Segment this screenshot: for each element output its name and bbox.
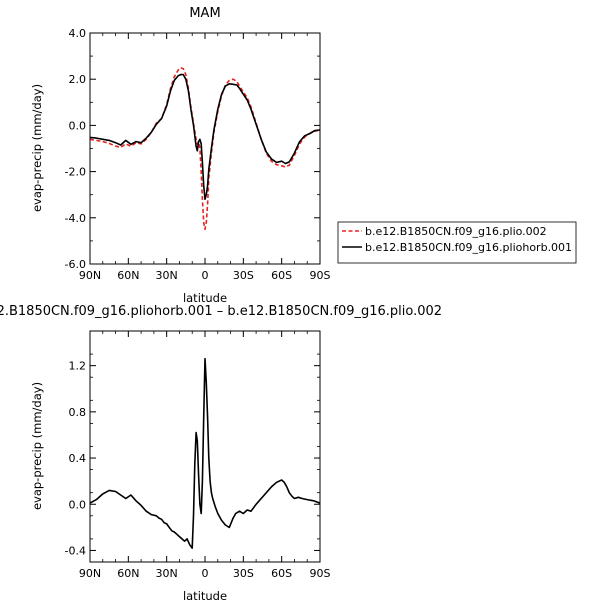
bottom-series-line-0 xyxy=(89,357,321,549)
bottom-ytick-label: -0.4 xyxy=(65,544,86,557)
top-series-line-0 xyxy=(89,66,321,231)
bottom-ytick-label: 0.8 xyxy=(69,406,87,419)
legend-label-plio: b.e12.B1850CN.f09_g16.plio.002 xyxy=(365,225,547,238)
top-xtick-label: 60N xyxy=(117,269,139,282)
bottom-xtick-label: 90N xyxy=(79,567,101,580)
top-series-line-1 xyxy=(89,73,321,201)
top-ytick-label: 2.0 xyxy=(69,73,87,86)
top-ytick-label: -2.0 xyxy=(65,166,86,179)
top-ytick-label: -6.0 xyxy=(65,258,86,271)
top-y-axis-label: evap-precip (mm/day) xyxy=(30,84,44,212)
bottom-xtick-label: 60S xyxy=(271,567,292,580)
top-ytick-label: 0.0 xyxy=(69,119,87,132)
top-xtick-label: 90S xyxy=(310,269,331,282)
legend-label-pliohorb: b.e12.B1850CN.f09_g16.pliohorb.001 xyxy=(365,241,572,254)
top-xtick-label: 30N xyxy=(156,269,178,282)
bottom-chart-title: b.e12.B1850CN.f09_g16.pliohorb.001 – b.e… xyxy=(0,304,442,319)
bottom-y-axis-label: evap-precip (mm/day) xyxy=(30,382,44,510)
bottom-plot-frame xyxy=(89,330,321,563)
bottom-ytick-label: 0.0 xyxy=(69,498,87,511)
bottom-xtick-label: 0 xyxy=(202,567,209,580)
panel-top: MAM 90N 60N 30N 0 30S 60S 90S -6.0 -4.0 -2.0 0.0 2.… xyxy=(30,6,331,305)
bottom-ytick-label: 1.2 xyxy=(69,360,87,373)
bottom-xtick-label: 90S xyxy=(310,567,331,580)
top-chart-title: MAM xyxy=(189,6,220,21)
top-ytick-label: -4.0 xyxy=(65,212,86,225)
bottom-ytick-label: 0.4 xyxy=(69,452,87,465)
bottom-xtick-label: 30S xyxy=(233,567,254,580)
top-ytick-label: 4.0 xyxy=(69,27,87,40)
top-x-axis-label: latitude xyxy=(183,291,227,305)
top-xtick-label: 30S xyxy=(233,269,254,282)
top-plot-frame xyxy=(89,32,321,265)
top-xtick-label: 60S xyxy=(271,269,292,282)
legend: b.e12.B1850CN.f09_g16.plio.002 b.e12.B18… xyxy=(337,221,577,264)
bottom-xtick-label: 60N xyxy=(117,567,139,580)
top-xtick-label: 0 xyxy=(202,269,209,282)
panel-bottom: b.e12.B1850CN.f09_g16.pliohorb.001 – b.e… xyxy=(0,304,442,603)
top-plot-area: 90N 60N 30N 0 30S 60S 90S -6.0 -4.0 -2.0 0.0 2.0 4.0 xyxy=(65,27,331,282)
legend-box xyxy=(337,221,577,264)
bottom-x-axis-label: latitude xyxy=(183,589,227,603)
bottom-plot-area: 90N 60N 30N 0 30S 60S 90S -0.4 0.0 0.4 0.8 1.2 xyxy=(65,330,331,580)
top-xtick-label: 90N xyxy=(79,269,101,282)
bottom-xtick-label: 30N xyxy=(156,567,178,580)
